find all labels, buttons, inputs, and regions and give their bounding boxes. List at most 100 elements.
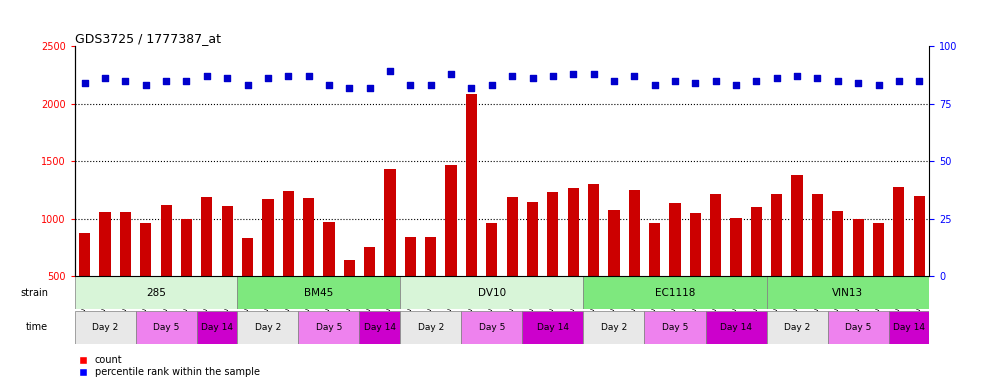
Point xyxy=(220,75,236,81)
Bar xyxy=(710,194,722,334)
Bar xyxy=(690,213,701,334)
Point xyxy=(158,78,174,84)
FancyBboxPatch shape xyxy=(644,311,706,344)
Point xyxy=(280,73,296,79)
Text: Day 2: Day 2 xyxy=(92,323,118,332)
Point xyxy=(830,78,846,84)
Text: Day 5: Day 5 xyxy=(478,323,505,332)
Point xyxy=(789,73,805,79)
Point xyxy=(728,82,744,88)
Bar xyxy=(791,175,803,334)
Bar xyxy=(181,219,192,334)
FancyBboxPatch shape xyxy=(360,311,401,344)
Text: VIN13: VIN13 xyxy=(832,288,864,298)
Point xyxy=(748,78,764,84)
Bar xyxy=(731,218,742,334)
FancyBboxPatch shape xyxy=(766,311,828,344)
Text: 285: 285 xyxy=(146,288,166,298)
Bar xyxy=(527,202,538,334)
Bar xyxy=(466,94,477,334)
Point xyxy=(504,73,520,79)
Point xyxy=(585,71,601,77)
Bar xyxy=(608,210,619,334)
Bar xyxy=(832,211,843,334)
Point xyxy=(321,82,337,88)
Text: Day 5: Day 5 xyxy=(662,323,688,332)
Point xyxy=(422,82,438,88)
Point xyxy=(77,80,92,86)
Bar xyxy=(669,203,681,334)
Point xyxy=(708,78,724,84)
Text: Day 5: Day 5 xyxy=(845,323,872,332)
Bar xyxy=(201,197,213,334)
Bar xyxy=(405,237,415,334)
Bar xyxy=(771,194,782,334)
FancyBboxPatch shape xyxy=(197,311,238,344)
FancyBboxPatch shape xyxy=(135,311,197,344)
Bar xyxy=(750,207,762,334)
Bar xyxy=(140,223,151,334)
Point xyxy=(891,78,907,84)
FancyBboxPatch shape xyxy=(298,311,360,344)
Point xyxy=(545,73,561,79)
Bar xyxy=(303,198,314,334)
Bar xyxy=(262,199,273,334)
Text: Day 5: Day 5 xyxy=(316,323,342,332)
Text: Day 2: Day 2 xyxy=(254,323,281,332)
Point xyxy=(138,82,154,88)
Point xyxy=(626,73,642,79)
FancyBboxPatch shape xyxy=(583,311,644,344)
Point xyxy=(443,71,459,77)
Point xyxy=(484,82,500,88)
Point xyxy=(911,78,927,84)
Text: Day 14: Day 14 xyxy=(537,323,569,332)
Bar xyxy=(282,191,294,334)
Point xyxy=(300,73,316,79)
FancyBboxPatch shape xyxy=(401,311,461,344)
Text: Day 14: Day 14 xyxy=(364,323,396,332)
Bar xyxy=(344,260,355,334)
FancyBboxPatch shape xyxy=(238,311,298,344)
Bar xyxy=(425,237,436,334)
Text: Day 2: Day 2 xyxy=(417,323,444,332)
Text: Day 2: Day 2 xyxy=(600,323,627,332)
FancyBboxPatch shape xyxy=(522,311,583,344)
Bar xyxy=(873,223,884,334)
Text: Day 14: Day 14 xyxy=(201,323,233,332)
Bar xyxy=(913,196,924,334)
FancyBboxPatch shape xyxy=(401,276,583,309)
Text: strain: strain xyxy=(20,288,48,298)
Bar xyxy=(548,192,559,334)
FancyBboxPatch shape xyxy=(766,276,929,309)
Text: EC1118: EC1118 xyxy=(655,288,695,298)
FancyBboxPatch shape xyxy=(238,276,401,309)
Point xyxy=(260,75,276,81)
Text: BM45: BM45 xyxy=(304,288,333,298)
Bar xyxy=(120,212,131,334)
Bar xyxy=(222,206,233,334)
Bar xyxy=(812,194,823,334)
Point xyxy=(566,71,581,77)
Bar xyxy=(628,190,640,334)
Bar xyxy=(80,233,90,334)
Text: Day 14: Day 14 xyxy=(893,323,925,332)
Point xyxy=(382,68,398,74)
Bar xyxy=(507,197,518,334)
Point xyxy=(362,84,378,91)
Bar xyxy=(445,165,456,334)
Bar xyxy=(364,247,376,334)
Text: Day 2: Day 2 xyxy=(784,323,810,332)
Point xyxy=(871,82,887,88)
Point xyxy=(240,82,255,88)
Text: time: time xyxy=(26,322,48,333)
Bar xyxy=(853,219,864,334)
Point xyxy=(850,80,866,86)
Point xyxy=(688,80,704,86)
Bar xyxy=(385,169,396,334)
Text: Day 5: Day 5 xyxy=(153,323,179,332)
FancyBboxPatch shape xyxy=(583,276,766,309)
Point xyxy=(525,75,541,81)
Point xyxy=(667,78,683,84)
Point xyxy=(341,84,357,91)
Bar xyxy=(161,205,172,334)
